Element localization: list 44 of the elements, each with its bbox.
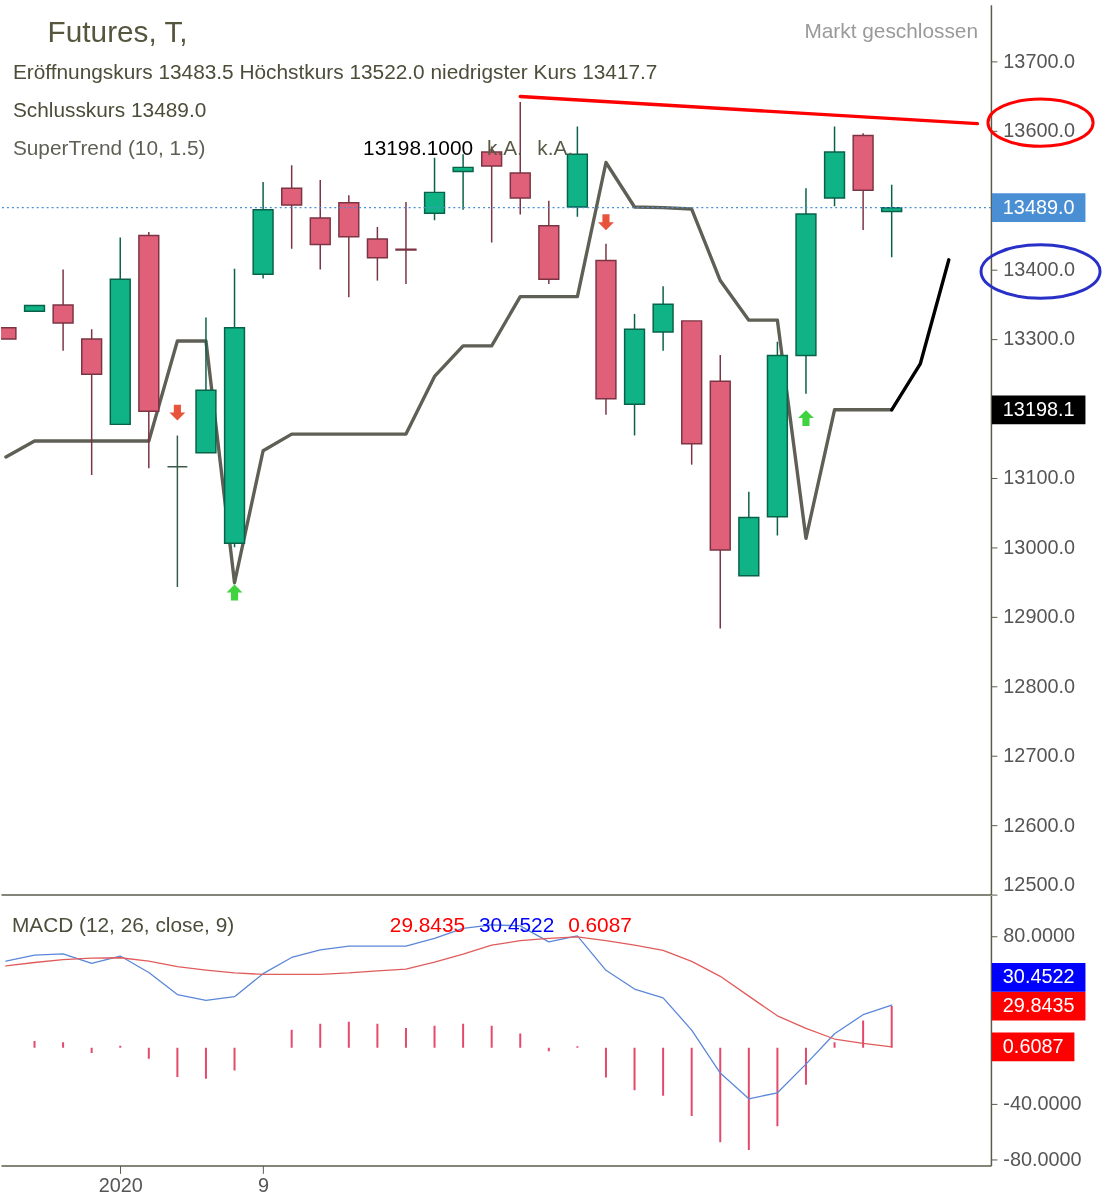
y-tick-label: 13100.0: [1003, 466, 1076, 489]
point: [598, 214, 614, 231]
line-series: [5, 936, 893, 1048]
y-tick-label: 12900.0: [1003, 605, 1076, 628]
annotation: 30.4522: [479, 913, 555, 937]
annotation: 29.8435: [389, 913, 466, 937]
annotation: Eröffnungskurs 13483.5 Höchstkurs 13522.0 niedrigster Kurs 13417.7: [12, 60, 658, 84]
candlestick: [281, 164, 303, 250]
text: MACD (12, 26, close, 9): [11, 913, 235, 937]
candlestick: [452, 153, 474, 211]
ref-line-label: 13489.0: [1002, 195, 1075, 218]
chart-title: Futures, T,: [47, 14, 188, 48]
annotation: k.A.: [537, 135, 574, 159]
x-tick-label: 2020: [98, 1173, 143, 1196]
annotation: 13198.1000: [363, 135, 474, 159]
y-tick-label: -40.0000: [1003, 1091, 1082, 1114]
y-tick-label: -80.0000: [1003, 1147, 1082, 1170]
candlestick: [423, 156, 446, 221]
text: SuperTrend (10, 1.5): [12, 135, 206, 159]
candlestick: [395, 201, 417, 285]
y-tick-label: 12700.0: [1003, 744, 1076, 767]
y-tick-label: 13300.0: [1003, 327, 1076, 350]
candlestick: [366, 226, 389, 282]
annotation: Schlusskurs 13489.0: [12, 97, 207, 121]
point: [226, 584, 243, 601]
point: [169, 404, 186, 421]
candlestick: [52, 268, 74, 352]
x-tick-label: 9: [258, 1173, 270, 1196]
text: 0.6087: [1002, 1034, 1064, 1057]
y-tick-label: 80.0000: [1003, 924, 1076, 947]
candlestick: [166, 434, 189, 588]
text: 29.8435: [1002, 994, 1075, 1017]
text: 13198.1: [1002, 397, 1075, 420]
y-tick-label: 13600.0: [1003, 119, 1076, 142]
y-tick-label: 12600.0: [1003, 813, 1076, 836]
y-tick-label: 12500.0: [1003, 873, 1076, 896]
annotation: 0.6087: [568, 913, 632, 937]
y-tick-label: 12800.0: [1003, 674, 1076, 697]
y-tick-label: 13700.0: [1003, 49, 1076, 72]
y-tick-label: 13400.0: [1003, 257, 1076, 280]
point: [798, 410, 814, 427]
annotation: Markt geschlossen: [804, 18, 979, 42]
text: 30.4522: [1002, 965, 1075, 988]
y-tick-label: 13000.0: [1003, 535, 1076, 558]
